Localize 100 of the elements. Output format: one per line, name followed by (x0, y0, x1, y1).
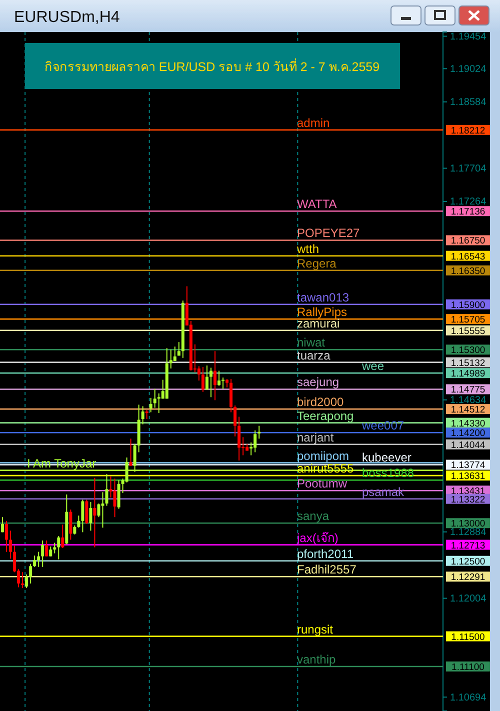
annotation: Pootumw (297, 476, 348, 491)
y-tick-label: 1.17264 (450, 196, 487, 208)
y-tick-label: 1.14634 (450, 395, 487, 406)
candlestick (238, 416, 241, 462)
y-tick-label: 1.12004 (450, 593, 487, 604)
candlestick (33, 555, 36, 568)
annotation: vanthip (297, 652, 336, 666)
ref-line-label: 1.12291 (450, 572, 486, 584)
ref-line-label: 1.14512 (450, 404, 486, 416)
candlestick (217, 370, 220, 386)
candlestick (73, 524, 76, 535)
annotation: POPEYE27 (297, 226, 360, 240)
candlestick (37, 551, 40, 568)
candlestick (145, 409, 148, 420)
candlestick (197, 366, 200, 382)
ref-line-label: 1.13631 (450, 471, 486, 482)
annotation: admin (297, 116, 330, 130)
annotation: tawan013 (297, 290, 350, 304)
candlestick (29, 563, 32, 584)
chart-subtitle: EURUSDm,H4 (14, 9, 120, 26)
ref-line-label: 1.15132 (450, 358, 486, 369)
annotation: niwat (297, 336, 326, 350)
annotation: rungsit (297, 622, 334, 636)
annotation: RallyPips (297, 305, 348, 320)
candlestick (21, 572, 24, 589)
ref-line-label: 1.14044 (450, 440, 486, 451)
candlestick (9, 530, 12, 560)
candlestick (105, 474, 108, 506)
annotation: Fadhil2557 (297, 562, 357, 577)
ref-line-label: 1.15900 (450, 300, 486, 311)
candlestick (153, 388, 156, 408)
annotation: WATTA (297, 197, 337, 212)
y-tick-label: 1.12884 (450, 527, 487, 538)
ref-line-label: 1.14330 (450, 418, 486, 430)
candlestick (254, 430, 257, 453)
candlestick (57, 535, 60, 560)
annotation: pomiipom (297, 448, 350, 463)
annotation: wtth (296, 242, 320, 256)
y-tick-label: 1.17704 (450, 163, 487, 174)
candlestick (201, 366, 204, 392)
candlestick (49, 546, 52, 557)
ref-line-label: 1.11100 (452, 662, 484, 673)
candlestick (81, 499, 84, 533)
candlestick (222, 377, 225, 390)
annotation: saejung (297, 375, 340, 390)
ref-line-label: 1.13774 (450, 460, 486, 472)
candlestick (258, 425, 261, 440)
candlestick (85, 499, 88, 524)
ref-line-label: 1.16750 (450, 236, 486, 247)
candlestick (97, 503, 100, 518)
annotation: kubeever (362, 450, 412, 465)
ref-line-label: 1.11500 (451, 632, 485, 643)
candlestick (177, 342, 180, 356)
annotation: wee (361, 359, 384, 374)
candlestick (93, 477, 96, 548)
candlestick (209, 367, 212, 398)
annotation: bird2000 (297, 395, 344, 410)
candlestick (61, 524, 64, 549)
ref-line-label: 1.12713 (450, 540, 486, 552)
ref-line-label: 1.15705 (450, 314, 486, 326)
y-tick-label: 1.10694 (450, 692, 487, 704)
candlestick (45, 540, 48, 557)
ref-line-label: 1.14989 (450, 368, 486, 380)
candlestick (1, 516, 4, 533)
candlestick (234, 404, 237, 437)
candlestick (205, 364, 208, 390)
y-tick-label: 1.19024 (450, 64, 487, 75)
ref-line-label: 1.16543 (450, 251, 486, 262)
annotation: narjant (297, 430, 334, 444)
ref-line-label: 1.14200 (450, 428, 486, 440)
candlestick (5, 520, 8, 552)
candlestick (117, 480, 120, 510)
text: กิจกรรมทายผลราคา EUR/USD รอบ # 10 วันที่ 2 - 7 พ.ค.2559 (44, 58, 380, 74)
annotation: sanya (297, 509, 330, 524)
annotation: pforth2011 (297, 546, 354, 561)
candlestick (213, 350, 216, 401)
ref-line-label: 1.16350 (450, 266, 486, 277)
ref-line-label: 1.17136 (450, 206, 486, 218)
candlestick (157, 392, 160, 414)
ref-line-label: 1.18212 (450, 125, 486, 136)
candlestick (173, 346, 176, 362)
annotation: jax(เจ๊ก) (296, 530, 338, 545)
candlestick (169, 349, 172, 369)
candlestick (141, 406, 144, 425)
candlestick (77, 515, 80, 528)
candlestick (25, 574, 28, 589)
annotation: Teerapong (297, 408, 354, 423)
candlestick (129, 438, 132, 466)
candlestick (89, 502, 92, 532)
candlestick (41, 540, 44, 568)
ref-line-label: 1.12500 (450, 556, 486, 568)
candlestick (149, 397, 152, 413)
candlestick (101, 492, 104, 528)
candlestick (113, 478, 116, 518)
annotation: Regera (297, 256, 337, 270)
y-tick-label: 1.19454 (450, 31, 487, 42)
ref-line-label: 1.14775 (450, 384, 486, 396)
ref-line-label: 1.15300 (450, 345, 486, 356)
ref-line-label: 1.15555 (450, 326, 486, 337)
candlestick (69, 509, 72, 540)
